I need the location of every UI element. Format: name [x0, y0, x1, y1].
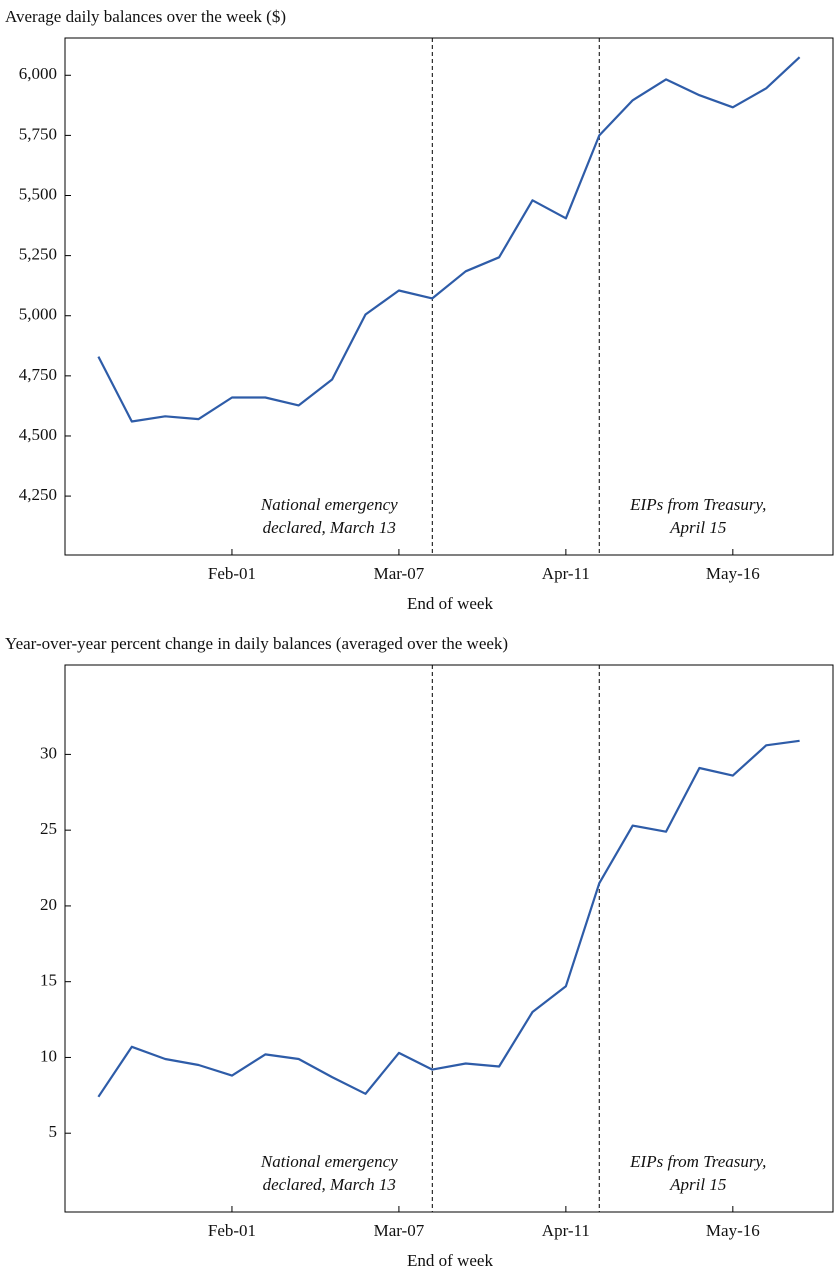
x-tick-label: May-16 [706, 1221, 760, 1240]
y-tick-label: 25 [40, 819, 57, 838]
x-axis-label: End of week [407, 594, 493, 613]
plot-frame [64, 664, 834, 1213]
x-tick-label: May-16 [706, 564, 760, 583]
y-tick-label: 5,250 [19, 245, 57, 264]
data-line [97, 56, 801, 423]
x-tick-label: Feb-01 [208, 1221, 256, 1240]
y-tick-label: 15 [40, 971, 57, 990]
x-tick-label: Feb-01 [208, 564, 256, 583]
x-tick-label: Mar-07 [374, 1221, 425, 1240]
annotation: declared, March 13 [263, 518, 396, 537]
chart-title: Year-over-year percent change in daily b… [5, 634, 508, 653]
annotation: National emergency [260, 1152, 398, 1171]
annotation: declared, March 13 [263, 1175, 396, 1194]
data-line [97, 739, 800, 1098]
y-tick-label: 20 [40, 895, 57, 914]
y-tick-label: 4,750 [19, 365, 57, 384]
y-tick-label: 5,500 [19, 184, 57, 203]
y-tick-label: 6,000 [19, 64, 57, 83]
annotation: April 15 [669, 1175, 726, 1194]
y-tick-label: 30 [40, 743, 57, 762]
y-tick-label: 5,750 [19, 124, 57, 143]
x-tick-label: Apr-11 [542, 564, 590, 583]
x-tick-label: Mar-07 [374, 564, 425, 583]
x-tick-label: Apr-11 [542, 1221, 590, 1240]
annotation: EIPs from Treasury, [629, 1152, 766, 1171]
y-tick-label: 5,000 [19, 305, 57, 324]
annotation: April 15 [669, 518, 726, 537]
y-tick-label: 4,250 [19, 485, 57, 504]
annotation: EIPs from Treasury, [629, 495, 766, 514]
annotation: National emergency [260, 495, 398, 514]
chart-title: Average daily balances over the week ($) [5, 7, 286, 26]
y-tick-label: 5 [49, 1122, 58, 1141]
x-axis-label: End of week [407, 1251, 493, 1270]
y-tick-label: 4,500 [19, 425, 57, 444]
plot-frame [64, 37, 834, 556]
y-tick-label: 10 [40, 1046, 57, 1065]
